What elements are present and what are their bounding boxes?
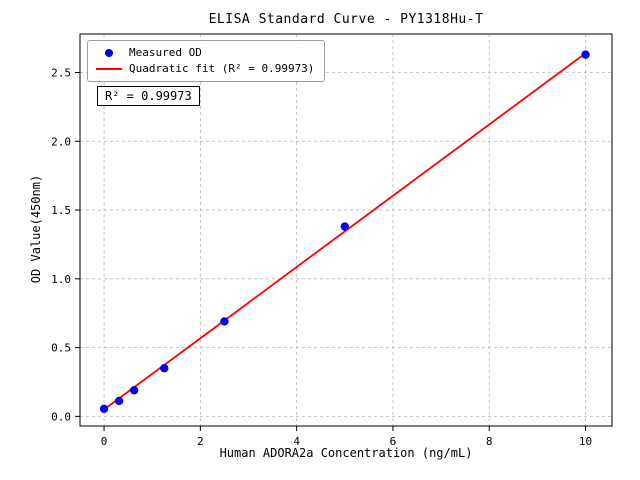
legend: Measured OD Quadratic fit (R² = 0.99973) [87,40,326,82]
legend-label-measured: Measured OD [129,46,202,59]
y-tick-label: 2.0 [51,135,71,148]
legend-entry-fit: Quadratic fit (R² = 0.99973) [96,61,314,77]
y-axis-label: OD Value(450nm) [29,174,43,284]
x-tick-label: 4 [293,435,300,448]
chart-title: ELISA Standard Curve - PY1318Hu-T [208,12,484,27]
y-tick-label: 0.5 [51,342,71,355]
scatter-marker-icon [105,49,113,57]
data-point [220,317,229,326]
y-tick-label: 1.0 [51,273,71,286]
data-point [340,222,349,231]
r-squared-annotation: R² = 0.99973 [97,86,200,106]
x-tick-label: 2 [197,435,204,448]
y-tick-label: 2.5 [51,67,71,80]
x-tick-label: 8 [486,435,493,448]
y-tick-label: 0.0 [51,410,71,423]
legend-label-fit: Quadratic fit (R² = 0.99973) [129,62,315,75]
x-axis-label: Human ADORA2a Concentration (ng/mL) [219,446,473,460]
line-swatch-icon [96,68,122,70]
data-point [99,404,109,414]
data-point [581,50,590,59]
x-tick-label: 6 [390,435,397,448]
data-point [129,386,139,395]
y-tick-label: 1.5 [51,204,71,217]
legend-entry-measured: Measured OD [96,45,314,61]
x-tick-label: 10 [579,435,592,448]
x-tick-label: 0 [101,435,108,448]
plot-border [79,33,613,427]
data-point [160,364,169,373]
fit-line [103,52,587,411]
data-point [114,396,124,406]
